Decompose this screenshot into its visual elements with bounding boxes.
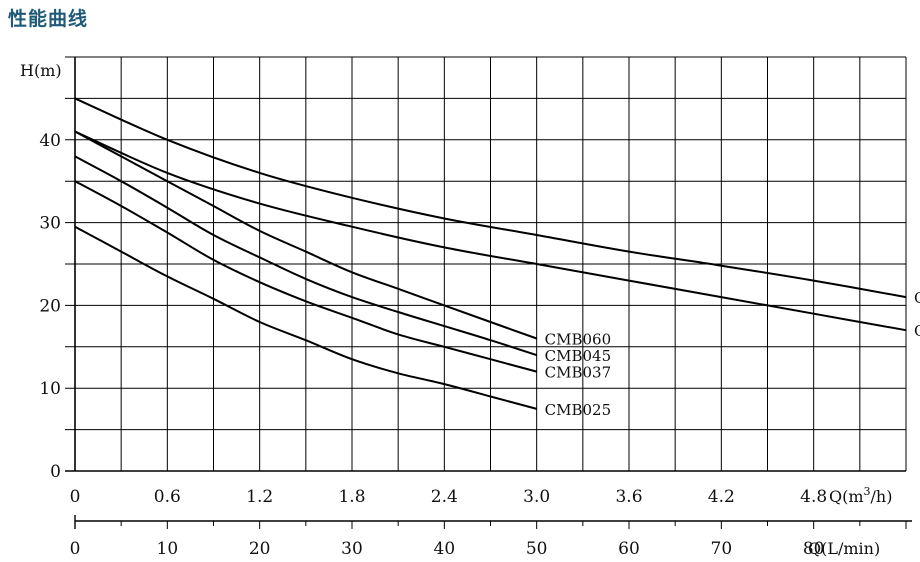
curve-label-cmb090: CMB090 xyxy=(914,289,920,307)
curve-label-cmb075: CMB075 xyxy=(914,322,920,340)
curve-cmb090 xyxy=(74,97,907,299)
curve-label-cmb025: CMB025 xyxy=(545,401,612,419)
secondary-x-tick-label: 30 xyxy=(341,539,363,559)
y-tick-label: 20 xyxy=(39,296,61,316)
secondary-x-tick-label: 40 xyxy=(434,539,456,559)
y-axis-title: H(m) xyxy=(20,61,62,80)
x-tick-label: 4.2 xyxy=(708,487,735,507)
curve-cmb060 xyxy=(74,130,538,340)
x-axis-secondary-title: Q(L/min) xyxy=(808,539,880,558)
x-axis-primary-title: Q(m3/h) xyxy=(829,485,892,506)
curve-cmb075 xyxy=(74,130,907,332)
axis-labels: 0 10 20 30 40 0 0.6 1.2 1.8 2.4 3.0 3.6 4.2 4.8 xyxy=(39,131,827,507)
page-title: 性能曲线 xyxy=(8,8,89,30)
curve-label-cmb060: CMB060 xyxy=(545,331,612,349)
secondary-x-tick-label: 60 xyxy=(618,539,640,559)
x-tick-label: 0.6 xyxy=(154,487,181,507)
x-tick-label: 1.2 xyxy=(246,487,273,507)
secondary-x-axis: 0 10 20 30 40 50 60 70 80 xyxy=(70,515,912,559)
curve-cmb045 xyxy=(74,155,538,357)
y-tick-label: 10 xyxy=(39,379,61,399)
x-tick-label: 3.6 xyxy=(615,487,642,507)
secondary-x-tick-label: 70 xyxy=(711,539,733,559)
secondary-x-tick-label: 80 xyxy=(803,539,825,559)
curve-cmb025 xyxy=(74,225,537,410)
x-tick-label: 4.8 xyxy=(800,487,827,507)
secondary-x-tick-label: 20 xyxy=(249,539,271,559)
curve-label-cmb045: CMB045 xyxy=(545,347,612,365)
secondary-x-tick-label: 50 xyxy=(526,539,548,559)
y-tick-label: 40 xyxy=(39,131,61,151)
grid-lines xyxy=(65,56,907,472)
x-tick-label: 0 xyxy=(70,487,81,507)
x-tick-label: 2.4 xyxy=(431,487,458,507)
x-tick-label: 3.0 xyxy=(523,487,550,507)
secondary-x-tick-label: 10 xyxy=(157,539,179,559)
secondary-x-tick-label: 0 xyxy=(70,539,81,559)
curve-cmb037 xyxy=(74,180,537,373)
x-tick-label: 1.8 xyxy=(338,487,365,507)
curve-label-cmb037: CMB037 xyxy=(545,364,612,382)
y-tick-label: 0 xyxy=(50,462,61,482)
y-tick-label: 30 xyxy=(39,214,61,234)
